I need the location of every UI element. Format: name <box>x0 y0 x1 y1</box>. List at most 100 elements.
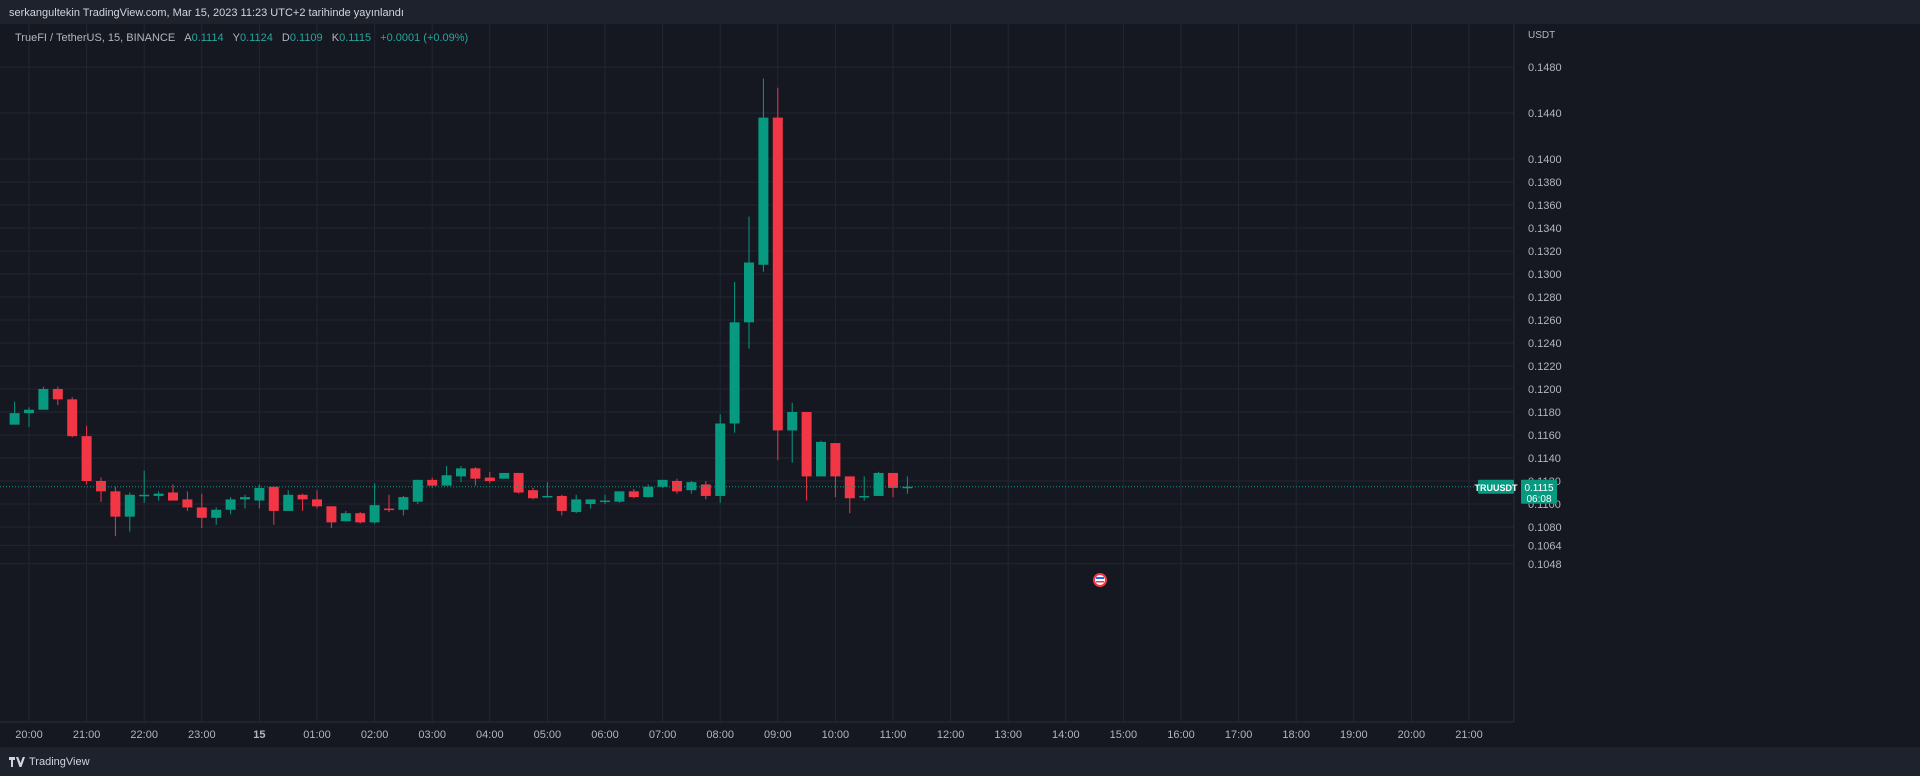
candle-body <box>542 495 553 498</box>
y-tick-label: 0.1320 <box>1528 246 1562 258</box>
x-tick-label: 05:00 <box>534 729 562 741</box>
publish-info: serkangultekin TradingView.com, Mar 15, … <box>9 7 404 19</box>
y-tick-label: 0.1380 <box>1528 177 1562 189</box>
chart-frame <box>0 24 1920 747</box>
candle-body <box>124 494 135 517</box>
x-tick-label: 03:00 <box>418 729 446 741</box>
x-tick-label: 14:00 <box>1052 729 1080 741</box>
y-tick-label: 0.1048 <box>1528 559 1562 571</box>
price-tag: 0.1115 <box>1524 483 1554 494</box>
candle-body <box>657 479 668 487</box>
candle-body <box>412 479 423 502</box>
candle-body <box>513 472 524 493</box>
y-tick-label: 0.1360 <box>1528 200 1562 212</box>
candle-body <box>297 494 308 500</box>
low-value: 0.1109 <box>289 32 323 44</box>
candle-body <box>499 472 510 479</box>
candle-body <box>283 494 294 511</box>
candle-body <box>672 481 682 492</box>
candle-body <box>484 477 495 481</box>
candlestick-chart[interactable]: 0.10480.10640.10800.11000.11200.11400.11… <box>0 24 1920 747</box>
y-tick-label: 0.1280 <box>1528 292 1562 304</box>
candle-body <box>52 389 63 400</box>
candle-body <box>859 495 870 498</box>
x-tick-label: 20:00 <box>15 729 43 741</box>
candle-body <box>240 497 250 500</box>
brand-name: TradingView <box>29 756 90 768</box>
change-value: +0.0001 (+0.09%) <box>380 32 469 44</box>
candle-body <box>600 500 610 503</box>
candle-body <box>110 491 121 517</box>
y-tick-label: 0.1340 <box>1528 223 1562 235</box>
candle-body <box>369 505 380 523</box>
candle-body <box>801 412 812 477</box>
tradingview-logo[interactable]: TradingView <box>9 756 90 768</box>
candle-body <box>153 493 164 496</box>
publish-header: serkangultekin TradingView.com, Mar 15, … <box>0 0 1920 24</box>
x-tick-label: 19:00 <box>1340 729 1368 741</box>
x-tick-label: 21:00 <box>73 729 101 741</box>
candle-body <box>628 491 639 498</box>
x-tick-label: 15:00 <box>1110 729 1138 741</box>
x-tick-label: 15 <box>253 729 265 741</box>
x-tick-label: 11:00 <box>880 729 907 741</box>
candle-body <box>758 117 769 265</box>
y-tick-label: 0.1300 <box>1528 269 1562 281</box>
y-axis-unit: USDT <box>1528 30 1555 41</box>
y-tick-label: 0.1180 <box>1528 407 1561 419</box>
candle-body <box>441 475 452 486</box>
x-tick-label: 08:00 <box>706 729 734 741</box>
candle-body <box>67 399 78 437</box>
y-tick-label: 0.1200 <box>1528 384 1562 396</box>
countdown-tag: 06:08 <box>1526 494 1551 505</box>
x-tick-label: 23:00 <box>188 729 216 741</box>
candle-body <box>398 497 409 510</box>
x-tick-label: 18:00 <box>1282 729 1310 741</box>
candle-body <box>888 472 898 488</box>
candle-body <box>643 486 654 498</box>
y-tick-label: 0.1260 <box>1528 315 1562 327</box>
candle-body <box>614 491 625 502</box>
candle-body <box>556 495 567 511</box>
candle-body <box>844 476 855 499</box>
symbol-title: TrueFI / TetherUS, 15, BINANCE <box>15 32 176 44</box>
x-tick-label: 13:00 <box>994 729 1022 741</box>
candle-body <box>254 487 265 501</box>
x-tick-label: 20:00 <box>1398 729 1426 741</box>
candle-body <box>585 499 596 504</box>
x-tick-label: 21:00 <box>1455 729 1483 741</box>
candle-body <box>456 468 466 477</box>
candle-body <box>427 479 438 486</box>
candle-body <box>182 499 193 508</box>
x-tick-label: 22:00 <box>130 729 158 741</box>
x-tick-label: 09:00 <box>764 729 792 741</box>
candle-body <box>355 513 366 523</box>
symbol-tag: TRUUSDT <box>1475 483 1518 493</box>
candle-body <box>326 506 337 523</box>
y-tick-label: 0.1160 <box>1528 430 1561 442</box>
y-tick-label: 0.1440 <box>1528 108 1562 120</box>
y-tick-label: 0.1240 <box>1528 338 1562 350</box>
candle-body <box>902 486 913 489</box>
high-key: Y <box>232 32 240 44</box>
candle-body <box>686 482 697 491</box>
candle-body <box>312 499 322 507</box>
candle-body <box>873 472 884 496</box>
x-tick-label: 01:00 <box>303 729 331 741</box>
candle-body <box>528 490 538 499</box>
high-value: 0.1124 <box>240 32 273 44</box>
candle-body <box>787 412 798 431</box>
open-key: A <box>184 32 192 44</box>
candle-body <box>96 481 106 492</box>
candle-body <box>81 436 92 481</box>
low-key: D <box>281 32 290 44</box>
candle-body <box>470 468 481 479</box>
candle-body <box>715 423 726 496</box>
close-key: K <box>331 32 340 44</box>
y-tick-label: 0.1080 <box>1528 522 1562 534</box>
candle-body <box>830 443 841 477</box>
candle-body <box>9 413 20 425</box>
candle-body <box>24 409 34 414</box>
x-tick-label: 02:00 <box>361 729 389 741</box>
symbol-tag-bg <box>1478 479 1514 494</box>
